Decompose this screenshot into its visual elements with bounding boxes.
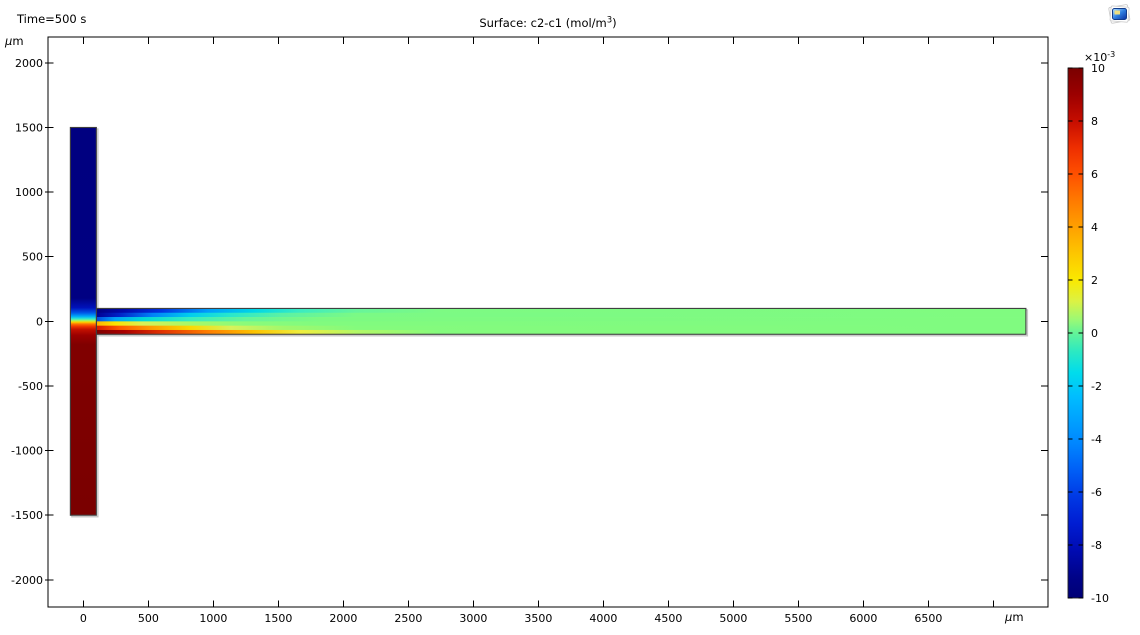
y-tick-label: -1500 [11, 509, 43, 522]
colorbar-tick-label: 6 [1091, 168, 1098, 181]
colorbar-tick-label: -10 [1091, 592, 1109, 605]
colorbar-tick-label: 4 [1091, 221, 1098, 234]
colorbar-tick-label: 2 [1091, 274, 1098, 287]
x-tick-label: 3500 [524, 612, 552, 625]
x-tick-label: 5500 [784, 612, 812, 625]
horizontal-channel-field[interactable] [96, 317, 1026, 322]
vertical-channel-outline [69, 126, 97, 516]
plot-group-icon[interactable] [1108, 4, 1131, 24]
x-tick-label: 500 [138, 612, 159, 625]
x-tick-label: 3000 [459, 612, 487, 625]
x-tick-label: 4000 [589, 612, 617, 625]
colorbar-tick-label: -6 [1091, 486, 1102, 499]
x-tick-label: 5000 [719, 612, 747, 625]
horizontal-channel-field[interactable] [96, 329, 1026, 335]
y-axis-unit: μm [4, 34, 24, 48]
x-tick-label: 0 [80, 612, 87, 625]
colorbar-tick-label: 8 [1091, 115, 1098, 128]
horizontal-channel-field[interactable] [96, 308, 1026, 314]
y-tick-label: -2000 [11, 574, 43, 587]
plot-title: Surface: c2-c1 (mol/m3) [479, 16, 616, 31]
colorbar-tick-label: -8 [1091, 539, 1102, 552]
y-tick-label: 500 [22, 251, 43, 264]
axis-ticks: 0 500 1000 1500 2000 2500 3000 3500 4000 4500 5000… [11, 37, 1048, 625]
x-axis-unit: μm [1004, 610, 1024, 624]
y-tick-label: 2000 [15, 57, 43, 70]
colorbar-tick-label: 10 [1091, 62, 1105, 75]
x-tick-label: 6000 [849, 612, 877, 625]
x-tick-label: 2000 [329, 612, 357, 625]
surface-geometry [69, 126, 1029, 518]
x-tick-label: 1500 [264, 612, 292, 625]
x-tick-label: 2500 [394, 612, 422, 625]
y-tick-label: -500 [18, 380, 43, 393]
x-tick-label: 4500 [654, 612, 682, 625]
colorbar-tick-label: 0 [1091, 327, 1098, 340]
x-tick-label: 6500 [914, 612, 942, 625]
y-tick-label: 1000 [15, 186, 43, 199]
x-tick-label: 1000 [199, 612, 227, 625]
vertical-channel-field[interactable] [70, 127, 97, 516]
time-annotation: Time=500 s [16, 12, 86, 26]
y-tick-label: -1000 [11, 445, 43, 458]
horizontal-channel-field[interactable] [96, 321, 1026, 327]
horizontal-channel-field[interactable] [96, 312, 1026, 318]
y-tick-label: 0 [36, 315, 43, 328]
colorbar-tick-label: -2 [1091, 380, 1102, 393]
y-tick-label: 1500 [15, 121, 43, 134]
colorbar-exponent: ×10-3 [1084, 50, 1115, 64]
colorbar-tick-label: -4 [1091, 433, 1102, 446]
axis-units: μm μm [4, 34, 1024, 624]
horizontal-channel-field[interactable] [96, 325, 1026, 331]
colorbar: 10 8 6 4 2 0 -2 -4 -6 -8 -10 ×10-3 [1067, 50, 1115, 605]
